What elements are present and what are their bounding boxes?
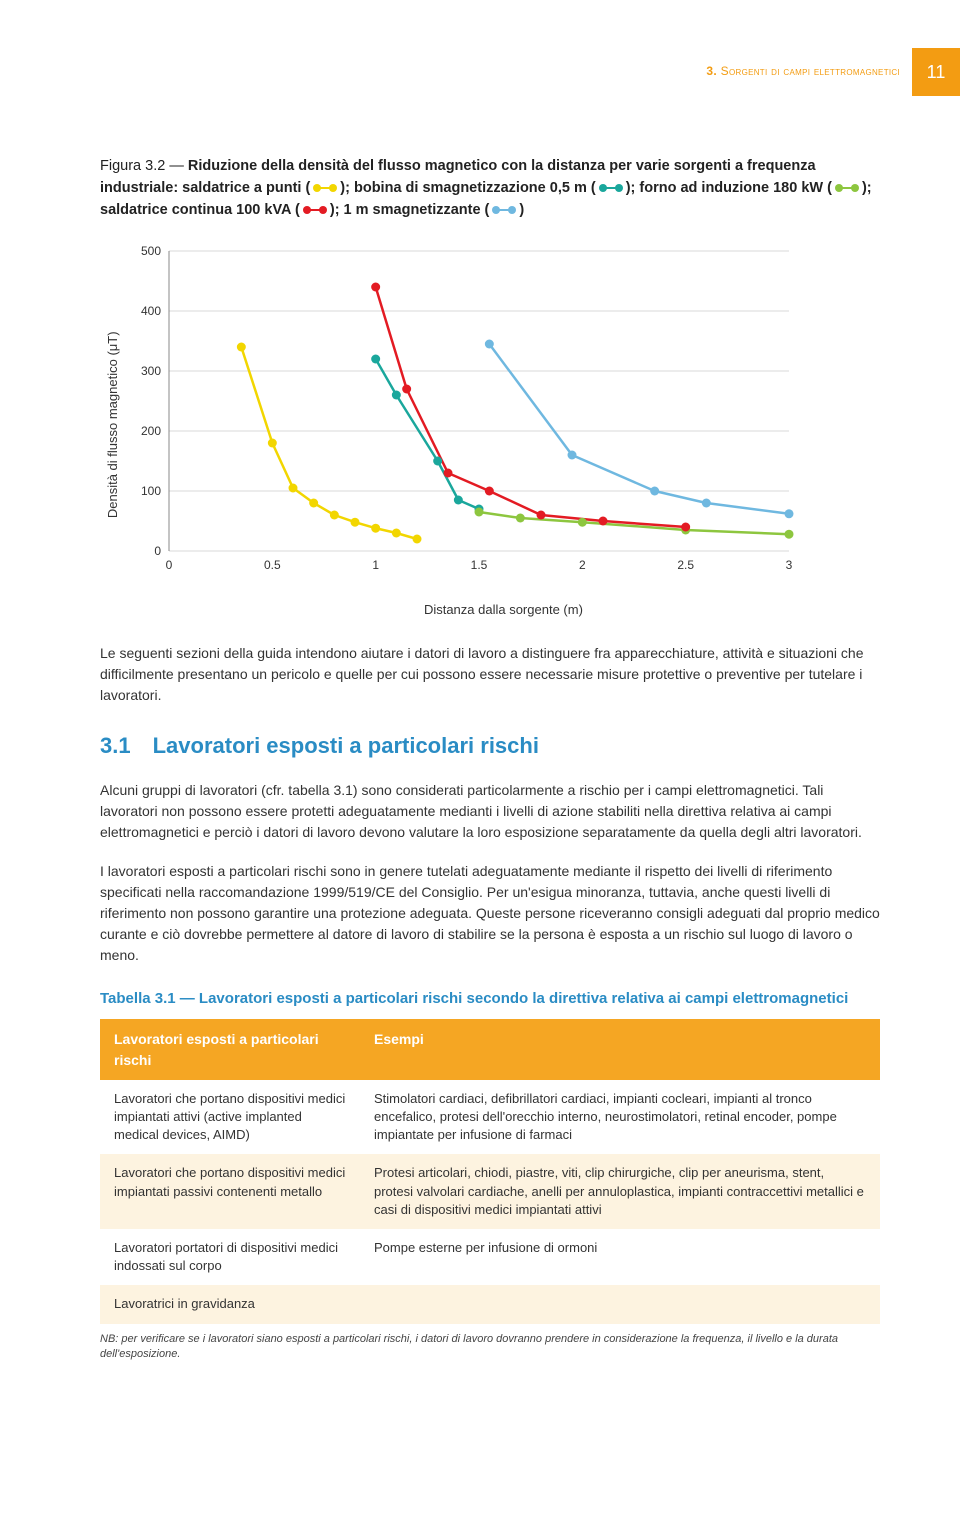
figure-caption-text-2: ); bobina di smagnetizzazione 0,5 m ( (340, 180, 595, 196)
svg-text:200: 200 (141, 424, 161, 438)
chart-ylabel: Densità di flusso magnetico (μT) (100, 231, 127, 619)
svg-text:2.5: 2.5 (677, 558, 694, 572)
section-heading: 3.1 Lavoratori esposti a particolari risc… (100, 730, 880, 762)
page-number: 11 (912, 48, 960, 96)
table-row: Lavoratrici in gravidanza (100, 1285, 880, 1323)
table-footnote: NB: per verificare se i lavoratori siano… (100, 1332, 880, 1363)
chapter-title: Sorgenti di campi elettromagnetici (721, 64, 900, 78)
svg-text:300: 300 (141, 364, 161, 378)
svg-text:500: 500 (141, 244, 161, 258)
svg-text:0: 0 (166, 558, 173, 572)
legend-marker-teal (598, 183, 624, 193)
risk-table: Lavoratori esposti a particolari rischi … (100, 1019, 880, 1323)
chart-container: Densità di flusso magnetico (μT) 0100200… (100, 231, 880, 619)
note-text: per verificare se i lavoratori siano esp… (100, 1333, 838, 1360)
svg-text:0.5: 0.5 (264, 558, 281, 572)
svg-text:2: 2 (579, 558, 586, 572)
table-cell-examples: Stimolatori cardiaci, defibrillatori car… (360, 1080, 880, 1155)
chapter-label: 3. Sorgenti di campi elettromagnetici (706, 63, 900, 80)
table-header-col1: Lavoratori esposti a particolari rischi (100, 1019, 360, 1080)
svg-text:1.5: 1.5 (471, 558, 488, 572)
table-row: Lavoratori che portano dispositivi medic… (100, 1154, 880, 1229)
body-paragraph-2: I lavoratori esposti a particolari risch… (100, 861, 880, 966)
table-cell-examples (360, 1285, 880, 1323)
table-cell-category: Lavoratori che portano dispositivi medic… (100, 1080, 360, 1155)
svg-text:1: 1 (372, 558, 379, 572)
figure-caption: Figura 3.2 — Riduzione della densità del… (100, 156, 880, 221)
note-nb: NB: (100, 1333, 118, 1345)
chapter-number: 3. (706, 64, 717, 78)
intro-paragraph: Le seguenti sezioni della guida intendon… (100, 643, 880, 706)
table-cell-examples: Protesi articolari, chiodi, piastre, vit… (360, 1154, 880, 1229)
figure-caption-text-6: ) (519, 202, 524, 218)
table-cell-examples: Pompe esterne per infusione di ormoni (360, 1229, 880, 1285)
legend-marker-green (834, 183, 860, 193)
line-chart: 0 100 200 300 400 500 0 0.5 1 1.5 2 2.5 3 (127, 231, 807, 591)
figure-caption-text-5: ); 1 m smagnetizzante ( (330, 202, 490, 218)
page-header: 3. Sorgenti di campi elettromagnetici 11 (100, 48, 880, 96)
table-cell-category: Lavoratori che portano dispositivi medic… (100, 1154, 360, 1229)
svg-text:0: 0 (154, 544, 161, 558)
section-number: 3.1 (100, 733, 131, 758)
table-header-col2: Esempi (360, 1019, 880, 1080)
legend-marker-blue (491, 205, 517, 215)
body-paragraph-1: Alcuni gruppi di lavoratori (cfr. tabell… (100, 780, 880, 843)
figure-label: Figura 3.2 — (100, 158, 184, 174)
legend-marker-yellow (312, 183, 338, 193)
legend-marker-red (302, 205, 328, 215)
table-row: Lavoratori che portano dispositivi medic… (100, 1080, 880, 1155)
table-title: Tabella 3.1 — Lavoratori esposti a parti… (100, 988, 880, 1009)
section-title: Lavoratori esposti a particolari rischi (153, 733, 539, 758)
table-row: Lavoratori portatori di dispositivi medi… (100, 1229, 880, 1285)
table-cell-category: Lavoratrici in gravidanza (100, 1285, 360, 1323)
svg-text:100: 100 (141, 484, 161, 498)
chart-xlabel: Distanza dalla sorgente (m) (127, 601, 880, 620)
svg-text:400: 400 (141, 304, 161, 318)
figure-caption-text-3: ); forno ad induzione 180 kW ( (626, 180, 832, 196)
svg-text:3: 3 (786, 558, 793, 572)
table-cell-category: Lavoratori portatori di dispositivi medi… (100, 1229, 360, 1285)
